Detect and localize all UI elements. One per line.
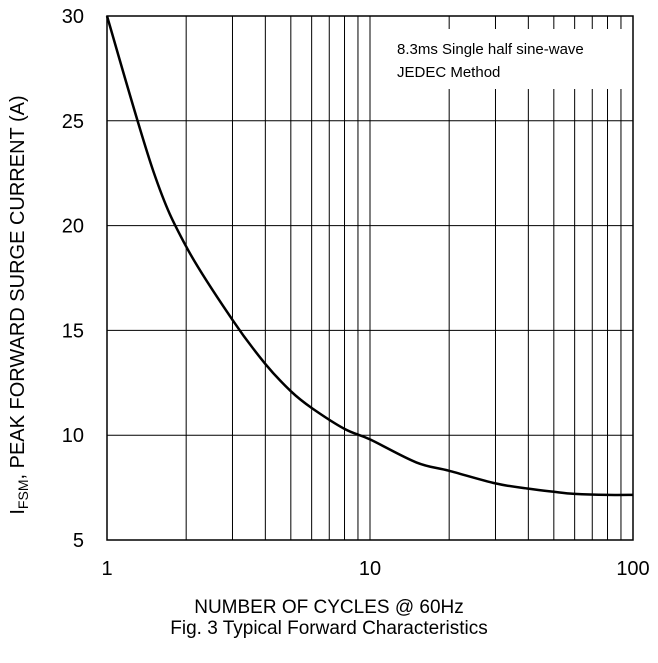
y-tick-label: 15	[62, 320, 84, 342]
annotation-line-2: JEDEC Method	[397, 64, 500, 81]
figure-caption: Fig. 3 Typical Forward Characteristics	[170, 618, 488, 639]
y-tick-label: 30	[62, 6, 84, 28]
x-tick-labels: 1 10 100	[101, 558, 649, 580]
y-axis-label-sub: FSM	[15, 480, 31, 510]
annotation-line-1: 8.3ms Single half sine-wave	[397, 41, 584, 58]
y-tick-label: 25	[62, 111, 84, 133]
annotation-box: 8.3ms Single half sine-wave JEDEC Method	[384, 29, 633, 89]
y-tick-labels: 5 10 15 20 25 30	[62, 6, 84, 552]
y-tick-label: 10	[62, 425, 84, 447]
y-axis-label: IFSM, PEAK FORWARD SURGE CURRENT (A)	[7, 95, 31, 514]
plot-frame	[106, 15, 634, 541]
y-axis-label-main: I	[7, 509, 29, 515]
y-axis-label-rest: , PEAK FORWARD SURGE CURRENT (A)	[7, 95, 29, 479]
x-tick-label: 10	[359, 558, 381, 580]
surge-current-curve	[105, 15, 634, 497]
x-tick-label: 1	[101, 558, 112, 580]
y-tick-label: 5	[73, 530, 84, 552]
y-tick-label: 20	[62, 216, 84, 238]
grid	[107, 16, 633, 540]
x-axis-label: NUMBER OF CYCLES @ 60Hz	[194, 597, 464, 618]
series-group	[105, 15, 634, 497]
x-tick-label: 100	[616, 558, 649, 580]
